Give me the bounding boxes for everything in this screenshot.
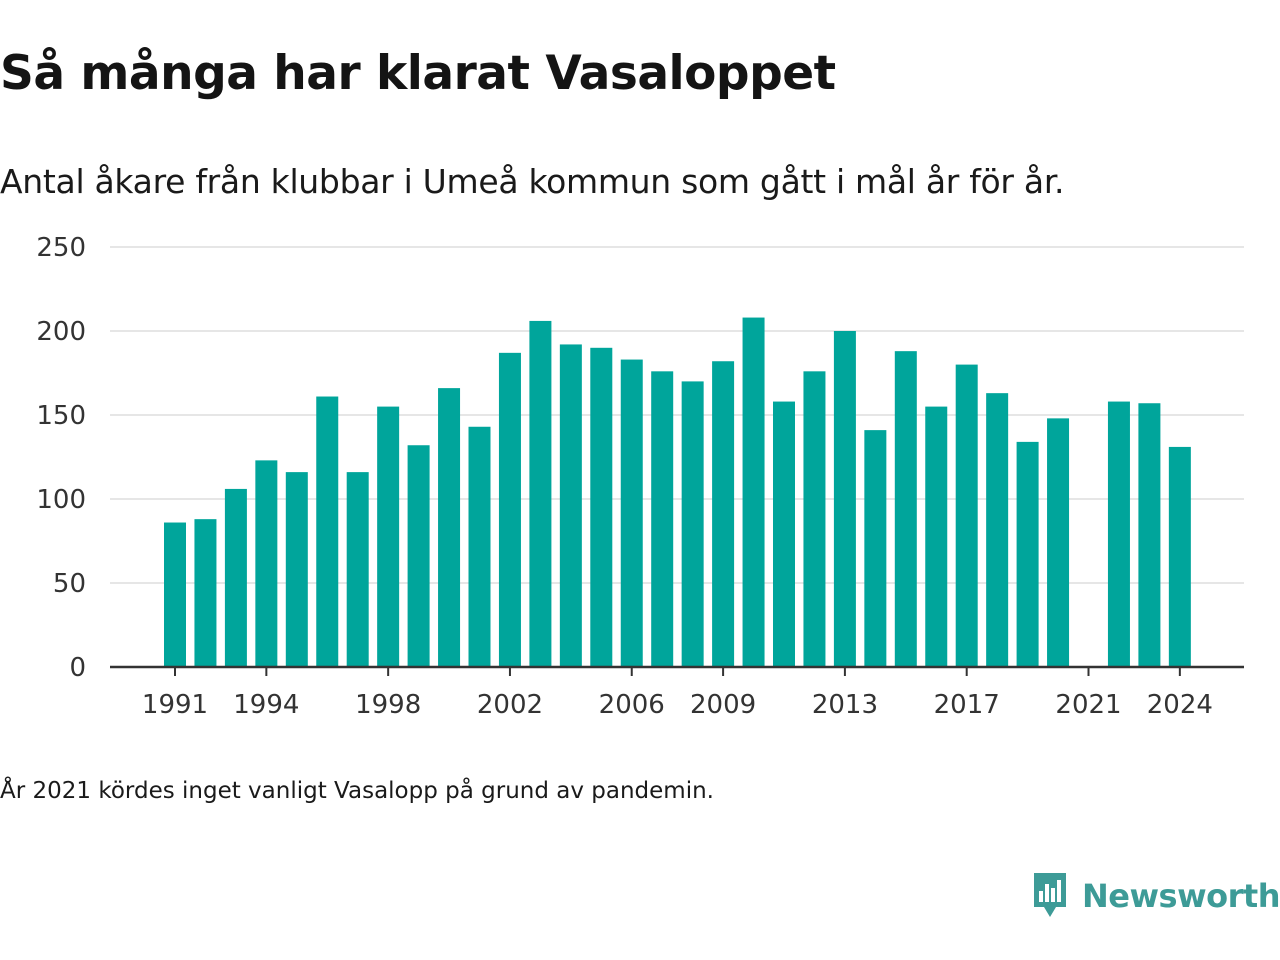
bar-2017: [955, 364, 978, 667]
chart-title: Så många har klarat Vasaloppet: [0, 46, 836, 101]
bar-2023: [1138, 403, 1161, 667]
bar-2007: [651, 371, 674, 667]
bar-2014: [864, 430, 887, 667]
bar-1995: [285, 472, 308, 667]
bar-1996: [316, 396, 339, 667]
bars: [164, 317, 1191, 667]
bar-2012: [803, 371, 826, 667]
bar-2003: [529, 320, 552, 667]
x-tick-label: 1991: [142, 690, 208, 720]
bar-2004: [559, 344, 582, 667]
bar-chart: 0 50 100 150 200 250 1991 1994 1998 2002 2006 2009…: [36, 233, 1244, 720]
brand-logo[interactable]: Newsworthy: [1030, 868, 1280, 924]
bar-2008: [681, 381, 704, 667]
bar-2010: [742, 317, 765, 667]
bar-2016: [925, 406, 948, 667]
gridlines: [110, 246, 1244, 584]
bar-2022: [1107, 401, 1130, 667]
bar-1998: [377, 406, 400, 667]
bar-1992: [194, 519, 217, 667]
bar-1991: [164, 522, 186, 667]
y-tick-label: 100: [36, 485, 86, 515]
bar-2018: [986, 393, 1009, 667]
bar-2011: [773, 401, 795, 667]
bar-2002: [498, 352, 521, 667]
x-tick-label: 2017: [934, 690, 1000, 720]
bar-2019: [1016, 441, 1039, 667]
x-tick-label: 2021: [1055, 690, 1121, 720]
bar-2005: [590, 347, 613, 667]
bar-1994: [255, 460, 278, 667]
y-tick-label: 50: [53, 569, 86, 599]
newsworthy-logo-icon: [1034, 873, 1066, 917]
brand-name: Newsworthy: [1082, 877, 1280, 915]
bar-2009: [712, 361, 735, 667]
bar-1997: [346, 472, 369, 667]
bar-1993: [224, 488, 247, 667]
x-tick-label: 1998: [355, 690, 421, 720]
chart-subtitle: Antal åkare från klubbar i Umeå kommun s…: [0, 162, 1065, 201]
y-tick-label: 0: [69, 653, 86, 683]
bar-2001: [468, 426, 491, 667]
y-axis-ticks: 0 50 100 150 200 250: [36, 233, 86, 683]
bar-1999: [407, 445, 430, 667]
x-tick-label: 2006: [599, 690, 665, 720]
bar-2000: [438, 388, 461, 667]
x-tick-label: 2024: [1147, 690, 1213, 720]
bar-2024: [1168, 446, 1191, 667]
bar-2013: [833, 331, 856, 667]
x-tick-label: 2013: [812, 690, 878, 720]
y-tick-label: 150: [36, 401, 86, 431]
x-tick-label: 1994: [233, 690, 299, 720]
x-tick-label: 2009: [690, 690, 756, 720]
x-tick-label: 2002: [477, 690, 543, 720]
x-axis-ticks: 1991 1994 1998 2002 2006 2009 2013 2017 2021 2024: [142, 667, 1213, 720]
bar-2020: [1047, 418, 1070, 667]
y-tick-label: 200: [36, 317, 86, 347]
y-tick-label: 250: [36, 233, 86, 263]
bar-2006: [620, 359, 643, 667]
bar-2015: [894, 351, 917, 667]
footnote: År 2021 kördes inget vanligt Vasalopp på…: [0, 778, 714, 804]
